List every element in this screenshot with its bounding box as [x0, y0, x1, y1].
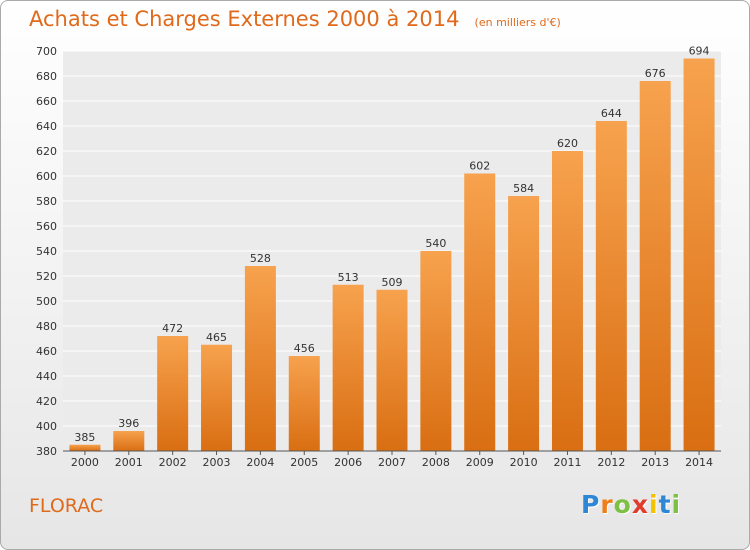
- logo-letter: o: [613, 490, 632, 519]
- x-tick-label: 2010: [510, 456, 538, 469]
- y-tick-label: 440: [36, 370, 57, 383]
- data-label: 456: [294, 342, 315, 355]
- bar: [201, 344, 233, 451]
- x-tick-label: 2008: [422, 456, 450, 469]
- y-tick-label: 640: [36, 120, 57, 133]
- bar: [113, 431, 145, 451]
- bar: [683, 58, 715, 451]
- bar: [332, 284, 364, 451]
- data-label: 528: [250, 252, 271, 265]
- proxiti-logo: Proxiti: [581, 490, 681, 519]
- x-tick-label: 2014: [685, 456, 713, 469]
- bar: [244, 266, 276, 451]
- data-label: 509: [382, 276, 403, 289]
- y-tick-label: 700: [36, 45, 57, 58]
- bar: [420, 251, 452, 451]
- data-label: 465: [206, 331, 227, 344]
- bar: [288, 356, 320, 451]
- bar: [157, 336, 189, 451]
- y-tick-label: 600: [36, 170, 57, 183]
- y-tick-label: 460: [36, 345, 57, 358]
- bar: [464, 173, 496, 451]
- x-tick-label: 2011: [553, 456, 581, 469]
- y-tick-label: 420: [36, 395, 57, 408]
- x-tick-label: 2007: [378, 456, 406, 469]
- bar: [69, 444, 101, 451]
- y-tick-label: 560: [36, 220, 57, 233]
- bar: [595, 121, 627, 451]
- x-tick-label: 2012: [597, 456, 625, 469]
- y-tick-label: 520: [36, 270, 57, 283]
- data-label: 396: [118, 417, 139, 430]
- logo-letter: r: [600, 490, 614, 519]
- x-tick-label: 2004: [246, 456, 274, 469]
- chart-subtitle: (en milliers d'€): [474, 16, 561, 29]
- chart-title: Achats et Charges Externes 2000 à 2014: [29, 7, 460, 31]
- bar: [376, 289, 408, 451]
- x-tick-label: 2001: [115, 456, 143, 469]
- x-tick-label: 2002: [159, 456, 187, 469]
- logo-letter: P: [581, 490, 601, 519]
- data-label: 540: [425, 237, 446, 250]
- data-label: 472: [162, 322, 183, 335]
- y-tick-label: 660: [36, 95, 57, 108]
- bar: [639, 81, 671, 451]
- logo-letter: t: [658, 490, 672, 519]
- data-label: 620: [557, 137, 578, 150]
- x-tick-label: 2013: [641, 456, 669, 469]
- x-tick-label: 2003: [203, 456, 231, 469]
- logo-letter: x: [631, 490, 649, 519]
- y-tick-label: 680: [36, 70, 57, 83]
- y-tick-label: 380: [36, 445, 57, 458]
- data-label: 602: [469, 160, 490, 173]
- y-tick-label: 540: [36, 245, 57, 258]
- x-tick-label: 2006: [334, 456, 362, 469]
- x-tick-label: 2000: [71, 456, 99, 469]
- bar: [551, 151, 583, 451]
- data-label: 385: [74, 431, 95, 444]
- bar: [508, 196, 540, 451]
- data-label: 513: [338, 271, 359, 284]
- bars-layer: [69, 58, 715, 451]
- labels-layer: 380 400 420 440 460 480 500 520 540 560 580 600 620 6…: [36, 45, 721, 469]
- y-tick-label: 580: [36, 195, 57, 208]
- data-label: 676: [645, 67, 666, 80]
- data-label: 694: [689, 45, 710, 58]
- data-label: 644: [601, 107, 622, 120]
- y-tick-label: 480: [36, 320, 57, 333]
- title-row: Achats et Charges Externes 2000 à 2014 (…: [29, 7, 561, 31]
- y-tick-label: 400: [36, 420, 57, 433]
- logo-letter: i: [649, 490, 659, 519]
- logo-letter: i: [671, 490, 682, 519]
- x-tick-label: 2005: [290, 456, 318, 469]
- y-tick-label: 620: [36, 145, 57, 158]
- y-tick-label: 500: [36, 295, 57, 308]
- x-tick-label: 2009: [466, 456, 494, 469]
- city-name: FLORAC: [29, 495, 104, 517]
- data-label: 584: [513, 182, 534, 195]
